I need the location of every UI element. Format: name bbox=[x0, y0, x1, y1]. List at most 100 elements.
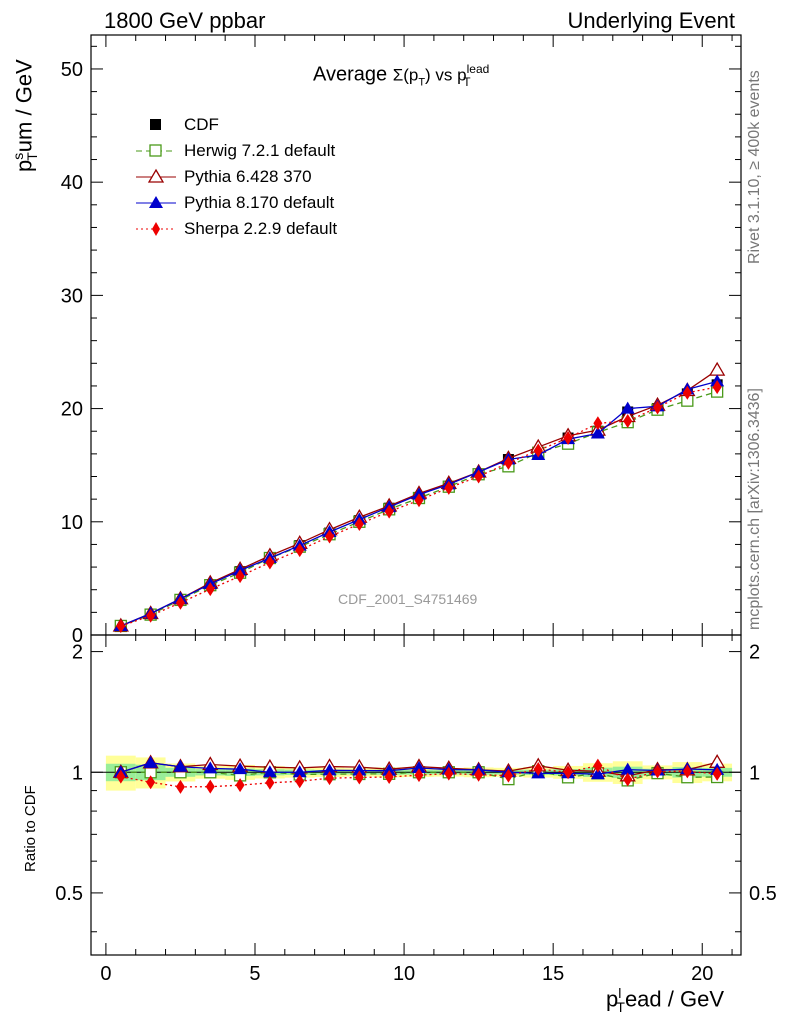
series-point bbox=[590, 426, 605, 439]
ratio-series-line bbox=[120, 764, 718, 788]
ratio-point bbox=[322, 763, 337, 776]
series-point bbox=[265, 555, 275, 570]
ratio-point bbox=[173, 759, 188, 772]
ratio-point bbox=[653, 764, 663, 779]
y-tick-label: 20 bbox=[61, 399, 83, 421]
legend-item-herwig: Herwig 7.2.1 default bbox=[136, 138, 337, 164]
legend-marker-data bbox=[150, 119, 161, 130]
ratio-point bbox=[474, 767, 484, 782]
ratio-tick-label-right: 0.5 bbox=[749, 883, 777, 905]
series-point bbox=[175, 595, 185, 610]
plot-title-mid: ) vs p bbox=[425, 65, 467, 85]
series-point bbox=[474, 469, 484, 484]
rivet-label: Rivet 3.1.10, ≥ 400k events bbox=[746, 70, 763, 264]
series-point bbox=[116, 619, 126, 634]
legend-marker-pythia6 bbox=[136, 168, 176, 183]
analysis-watermark: CDF_2001_S4751469 bbox=[338, 591, 478, 607]
legend-marker-sherpa bbox=[136, 222, 176, 236]
ratio-point bbox=[235, 778, 245, 793]
ratio-tick-label-right: 1 bbox=[749, 762, 760, 784]
ratio-tick-label: 2 bbox=[72, 642, 83, 664]
header-left: 1800 GeV ppbar bbox=[104, 8, 266, 33]
series-point bbox=[620, 401, 635, 414]
ratio-point bbox=[590, 767, 605, 780]
x-tick-label: 10 bbox=[393, 963, 415, 985]
ratio-point bbox=[411, 760, 426, 773]
series-point bbox=[444, 480, 454, 495]
legend-label-data: CDF bbox=[184, 115, 219, 134]
y-title-rest: um / GeV bbox=[11, 59, 37, 153]
y-tick-label: 50 bbox=[61, 59, 83, 81]
plot-title-sub: T bbox=[463, 74, 471, 89]
series-point bbox=[235, 569, 245, 584]
ratio-point bbox=[116, 769, 126, 784]
series-point bbox=[563, 431, 573, 446]
ratio-point bbox=[354, 770, 364, 785]
x-axis-title: plTead / GeV bbox=[606, 985, 724, 1015]
series-point bbox=[653, 400, 663, 415]
ratio-point bbox=[292, 765, 307, 778]
plot-title-sigma: Σ(p bbox=[392, 65, 419, 85]
legend: CDF Herwig 7.2.1 default Pythia 6.428 37… bbox=[136, 112, 337, 242]
y-title-base: p bbox=[11, 159, 37, 172]
legend-item-pythia8: Pythia 8.170 default bbox=[136, 190, 337, 216]
ratio-tick-label: 1 bbox=[72, 762, 83, 784]
ratio-point bbox=[384, 769, 394, 784]
y-tick-label: 10 bbox=[61, 512, 83, 534]
series-point bbox=[712, 380, 722, 395]
ratio-series-line bbox=[120, 770, 718, 782]
x-title-sub: T bbox=[616, 998, 625, 1015]
ratio-point bbox=[533, 762, 543, 777]
legend-label-sherpa: Sherpa 2.2.9 default bbox=[184, 219, 338, 238]
y-tick-label: 0 bbox=[72, 625, 83, 647]
ratio-point bbox=[146, 775, 156, 790]
ratio-point bbox=[175, 779, 185, 794]
ratio-point bbox=[712, 766, 722, 781]
ratio-tick-label: 0.5 bbox=[55, 883, 83, 905]
ratio-point bbox=[203, 761, 218, 774]
x-title-sup: l bbox=[618, 985, 622, 1001]
x-tick-label: 5 bbox=[249, 963, 260, 985]
series-point bbox=[325, 529, 335, 544]
legend-label-pythia6: Pythia 6.428 370 bbox=[184, 167, 312, 186]
ratio-frame bbox=[90, 634, 742, 956]
x-title-rest: ead / GeV bbox=[624, 986, 725, 1012]
plot-title-sup: lead bbox=[466, 62, 490, 76]
ratio-point bbox=[503, 768, 513, 783]
ratio-point bbox=[414, 768, 424, 783]
legend-label-herwig: Herwig 7.2.1 default bbox=[184, 141, 336, 160]
ratio-point bbox=[325, 771, 335, 786]
plot-title: Average Σ(pT) vs pleadT bbox=[313, 62, 489, 89]
ratio-point bbox=[682, 764, 692, 779]
ratio-point bbox=[205, 779, 215, 794]
ratio-point bbox=[295, 774, 305, 789]
x-tick-label: 15 bbox=[542, 963, 564, 985]
legend-item-pythia6: Pythia 6.428 370 bbox=[136, 164, 337, 190]
series-point bbox=[295, 543, 305, 558]
series-point bbox=[623, 414, 633, 429]
ratio-point bbox=[593, 758, 603, 773]
series-point bbox=[593, 416, 603, 431]
y-title-sub: T bbox=[23, 152, 40, 161]
ratio-point bbox=[143, 755, 158, 768]
legend-item-sherpa: Sherpa 2.2.9 default bbox=[136, 216, 337, 242]
series-point bbox=[205, 582, 215, 597]
ratio-point bbox=[233, 762, 248, 775]
x-tick-label: 0 bbox=[100, 963, 111, 985]
series-point bbox=[682, 385, 692, 400]
plot-title-prefix: Average bbox=[313, 63, 393, 86]
ratio-point bbox=[382, 763, 397, 776]
y-tick-label: 30 bbox=[61, 285, 83, 307]
header-right: Underlying Event bbox=[567, 8, 735, 33]
legend-marker-pythia8 bbox=[136, 196, 176, 208]
ratio-point bbox=[623, 772, 633, 787]
legend-marker-herwig bbox=[136, 144, 176, 157]
ratio-point bbox=[352, 763, 367, 776]
ratio-point bbox=[563, 765, 573, 780]
series-point bbox=[354, 517, 364, 532]
ratio-point bbox=[620, 762, 635, 775]
ratio-axis-title: Ratio to CDF bbox=[22, 785, 39, 872]
y-axis-title: psTum / GeV bbox=[10, 59, 40, 172]
series-point bbox=[533, 443, 543, 458]
